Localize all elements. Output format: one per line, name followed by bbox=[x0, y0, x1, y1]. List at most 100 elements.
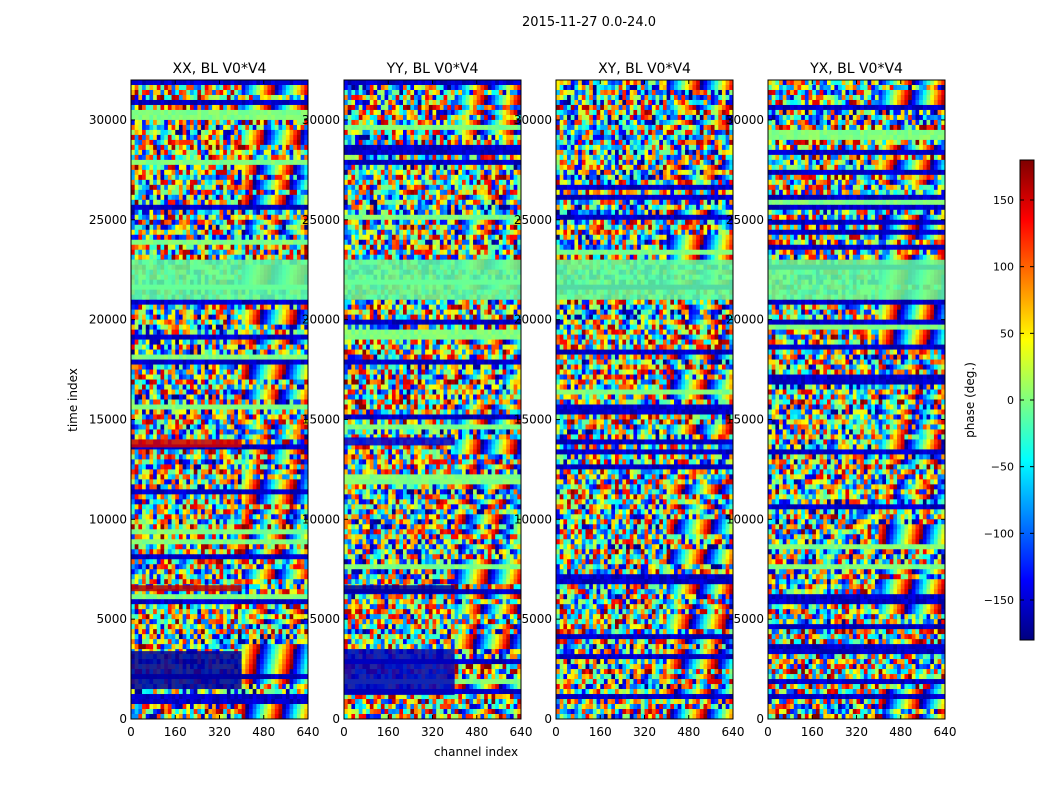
heatmap-cell bbox=[300, 134, 305, 141]
heatmap-cell bbox=[271, 209, 276, 216]
heatmap-cell bbox=[256, 409, 261, 415]
heatmap-cell bbox=[197, 574, 202, 580]
heatmap-cell bbox=[142, 84, 147, 91]
heatmap-cell bbox=[245, 314, 250, 320]
heatmap-cell bbox=[285, 354, 290, 360]
heatmap-cell bbox=[223, 374, 228, 380]
heatmap-cell bbox=[219, 184, 224, 191]
heatmap-cell bbox=[245, 129, 250, 136]
heatmap-cell bbox=[131, 394, 135, 400]
heatmap-cell bbox=[271, 204, 276, 211]
heatmap-cell bbox=[201, 514, 206, 520]
heatmap-cell bbox=[197, 549, 202, 555]
heatmap-cell bbox=[285, 134, 290, 141]
heatmap-cell bbox=[304, 439, 308, 445]
heatmap-cell bbox=[153, 354, 158, 360]
heatmap-cell bbox=[182, 359, 187, 365]
heatmap-cell bbox=[193, 564, 198, 570]
heatmap-cell bbox=[289, 174, 294, 181]
heatmap-cell bbox=[241, 359, 246, 365]
heatmap-cell bbox=[226, 589, 231, 595]
heatmap-cell bbox=[271, 454, 276, 460]
heatmap-cell bbox=[186, 299, 191, 305]
heatmap-cell bbox=[267, 404, 272, 410]
heatmap-cell bbox=[212, 129, 217, 136]
heatmap-cell bbox=[175, 109, 180, 116]
heatmap-cell bbox=[260, 419, 265, 425]
heatmap-cell bbox=[208, 229, 213, 236]
heatmap-cell bbox=[208, 534, 213, 540]
heatmap-cell bbox=[175, 84, 180, 91]
heatmap-cell bbox=[234, 519, 239, 525]
heatmap-cell bbox=[256, 304, 261, 310]
heatmap-cell bbox=[201, 219, 206, 226]
heatmap-cell bbox=[204, 479, 209, 485]
heatmap-cell bbox=[230, 424, 235, 430]
heatmap-cell bbox=[182, 114, 187, 121]
heatmap-cell bbox=[249, 514, 253, 520]
heatmap-cell bbox=[237, 104, 242, 111]
heatmap-cell bbox=[201, 574, 206, 580]
heatmap-cell bbox=[171, 204, 176, 211]
heatmap-cell bbox=[300, 314, 305, 320]
heatmap-cell bbox=[134, 389, 139, 395]
heatmap-cell bbox=[193, 254, 198, 261]
heatmap-cell bbox=[263, 124, 268, 131]
heatmap-cell bbox=[249, 329, 253, 335]
heatmap-cell bbox=[226, 154, 231, 161]
heatmap-cell bbox=[204, 304, 209, 310]
heatmap-cell bbox=[249, 434, 253, 440]
heatmap-cell bbox=[156, 434, 161, 440]
heatmap-cell bbox=[182, 149, 187, 156]
heatmap-cell bbox=[223, 199, 228, 206]
heatmap-cell bbox=[252, 119, 257, 126]
heatmap-cell bbox=[260, 559, 265, 565]
heatmap-cell bbox=[182, 419, 187, 425]
heatmap-cell bbox=[223, 459, 228, 465]
heatmap-cell bbox=[178, 539, 183, 545]
heatmap-cell bbox=[245, 469, 250, 475]
heatmap-cell bbox=[142, 179, 147, 186]
heatmap-cell bbox=[237, 244, 242, 251]
heatmap-cell bbox=[186, 144, 191, 151]
heatmap-cell bbox=[156, 459, 161, 465]
heatmap-cell bbox=[145, 389, 150, 395]
heatmap-cell bbox=[234, 504, 239, 510]
heatmap-cell bbox=[245, 429, 250, 435]
heatmap-cell bbox=[219, 559, 224, 565]
heatmap-cell bbox=[193, 309, 198, 315]
heatmap-cell bbox=[278, 389, 283, 395]
heatmap-cell bbox=[249, 499, 253, 505]
heatmap-cell bbox=[226, 89, 231, 96]
heatmap-cell bbox=[171, 304, 176, 310]
heatmap-cell bbox=[167, 184, 172, 191]
heatmap-cell bbox=[193, 344, 198, 350]
heatmap-cell bbox=[193, 244, 198, 251]
heatmap-cell bbox=[267, 529, 272, 535]
heatmap-cell bbox=[263, 589, 268, 595]
heatmap-cell bbox=[260, 249, 265, 256]
heatmap-cell bbox=[234, 159, 239, 166]
heatmap-cell bbox=[267, 544, 272, 550]
heatmap-cell bbox=[249, 119, 253, 126]
heatmap-cell bbox=[175, 429, 180, 435]
heatmap-cell bbox=[260, 164, 265, 171]
heatmap-cell bbox=[267, 224, 272, 231]
heatmap-cell bbox=[278, 119, 283, 126]
heatmap-cell bbox=[241, 219, 246, 226]
heatmap-cell bbox=[223, 419, 228, 425]
heatmap-cell bbox=[204, 354, 209, 360]
heatmap-cell bbox=[131, 434, 135, 440]
heatmap-cell bbox=[226, 349, 231, 355]
heatmap-cell bbox=[160, 459, 165, 465]
heatmap-cell bbox=[249, 544, 253, 550]
heatmap-cell bbox=[271, 149, 276, 156]
heatmap-cell bbox=[160, 299, 165, 305]
heatmap-cell bbox=[237, 589, 242, 595]
heatmap-cell bbox=[226, 524, 231, 530]
heatmap-cell bbox=[300, 234, 305, 241]
heatmap-cell bbox=[237, 389, 242, 395]
heatmap-cell bbox=[234, 304, 239, 310]
heatmap-cell bbox=[296, 379, 301, 385]
heatmap-cell bbox=[197, 199, 202, 206]
